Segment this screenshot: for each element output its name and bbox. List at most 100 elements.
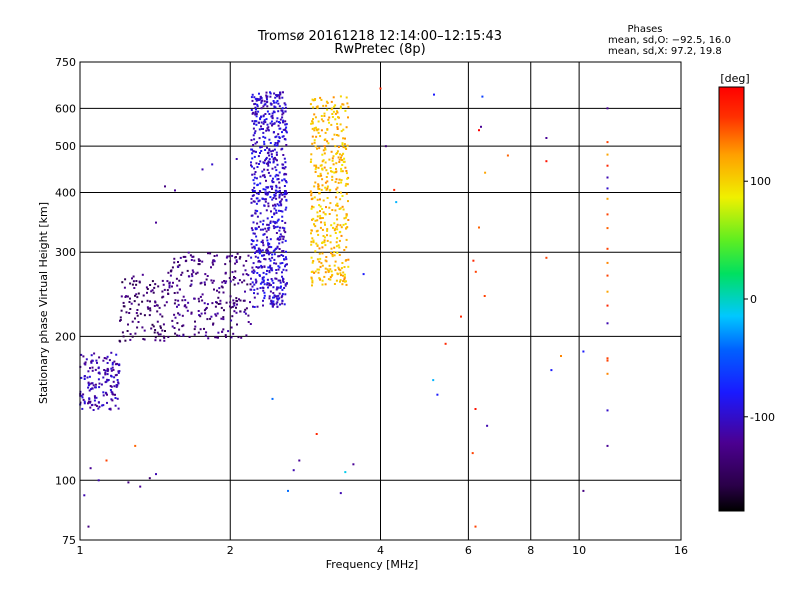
data-point xyxy=(254,209,257,212)
data-point xyxy=(199,259,201,262)
data-point xyxy=(481,95,484,98)
data-point xyxy=(257,155,260,158)
data-point xyxy=(324,244,327,247)
data-point xyxy=(90,382,93,385)
data-point xyxy=(253,190,256,192)
data-point xyxy=(237,282,240,285)
data-point xyxy=(329,167,332,169)
data-point xyxy=(472,259,475,262)
data-point xyxy=(153,305,156,307)
data-point xyxy=(262,244,265,247)
data-point xyxy=(250,197,253,200)
data-point xyxy=(335,168,337,170)
data-point xyxy=(284,120,287,123)
data-point xyxy=(184,299,187,302)
data-point xyxy=(219,302,222,305)
data-point xyxy=(126,295,129,298)
data-point xyxy=(331,209,334,211)
data-point xyxy=(106,367,109,370)
data-point xyxy=(81,407,84,410)
data-point xyxy=(98,405,101,408)
data-point xyxy=(331,170,334,173)
data-point xyxy=(280,198,283,201)
data-point xyxy=(310,198,313,201)
data-point xyxy=(260,250,263,253)
data-point xyxy=(321,208,324,210)
data-point xyxy=(267,160,270,163)
data-point xyxy=(260,107,263,110)
data-point xyxy=(319,265,322,268)
data-point xyxy=(129,297,131,300)
data-point xyxy=(332,226,334,229)
data-point xyxy=(278,95,281,98)
data-point xyxy=(276,159,278,162)
data-point xyxy=(321,184,324,187)
data-point xyxy=(102,391,105,394)
data-point xyxy=(87,525,90,528)
data-point xyxy=(247,254,250,257)
data-point xyxy=(244,290,246,293)
data-point xyxy=(336,128,339,130)
data-point xyxy=(310,256,313,259)
data-point xyxy=(266,193,269,196)
data-point xyxy=(273,122,276,125)
data-point xyxy=(276,100,279,102)
data-point xyxy=(114,363,117,366)
data-point xyxy=(89,406,92,409)
data-point xyxy=(337,116,339,119)
data-point xyxy=(276,225,279,228)
data-point xyxy=(224,334,227,337)
data-point xyxy=(283,303,286,306)
data-point xyxy=(259,260,262,263)
data-point xyxy=(223,280,226,282)
data-point xyxy=(340,156,342,159)
data-point xyxy=(82,393,85,396)
data-point xyxy=(333,222,336,225)
data-point xyxy=(276,305,279,308)
data-point xyxy=(326,185,329,188)
data-point xyxy=(312,106,315,109)
data-point xyxy=(239,256,242,258)
data-point xyxy=(310,232,312,235)
data-point xyxy=(336,126,339,129)
data-point xyxy=(334,112,337,115)
data-point xyxy=(251,165,253,168)
data-point xyxy=(262,115,265,118)
data-point xyxy=(334,232,337,234)
data-point xyxy=(335,245,338,248)
data-point xyxy=(231,254,234,257)
data-point xyxy=(281,193,284,196)
data-point xyxy=(134,317,136,320)
data-point xyxy=(281,271,283,274)
data-point xyxy=(343,143,346,146)
data-point xyxy=(255,235,258,238)
data-point xyxy=(344,184,347,187)
data-point xyxy=(271,256,274,259)
data-point xyxy=(309,190,312,193)
data-point xyxy=(161,290,164,293)
data-point xyxy=(285,144,288,146)
data-point xyxy=(272,158,275,161)
data-point xyxy=(342,137,345,140)
data-point xyxy=(339,153,341,156)
data-point xyxy=(310,122,313,125)
data-point xyxy=(273,111,276,114)
data-point xyxy=(339,492,342,495)
data-point xyxy=(235,297,238,300)
data-point xyxy=(284,190,287,193)
data-point xyxy=(256,98,259,101)
data-point xyxy=(232,278,235,281)
data-point xyxy=(146,299,149,302)
data-point xyxy=(321,283,324,286)
chart-subtitle: RwPretec (8p) xyxy=(334,42,425,57)
data-point xyxy=(334,260,337,263)
data-point xyxy=(162,323,165,326)
data-point xyxy=(113,385,116,388)
data-point xyxy=(344,216,347,219)
data-point xyxy=(156,310,159,313)
data-point xyxy=(267,164,270,167)
data-point xyxy=(173,313,176,316)
data-point xyxy=(334,209,337,212)
data-point xyxy=(233,276,235,278)
data-point xyxy=(582,350,585,353)
